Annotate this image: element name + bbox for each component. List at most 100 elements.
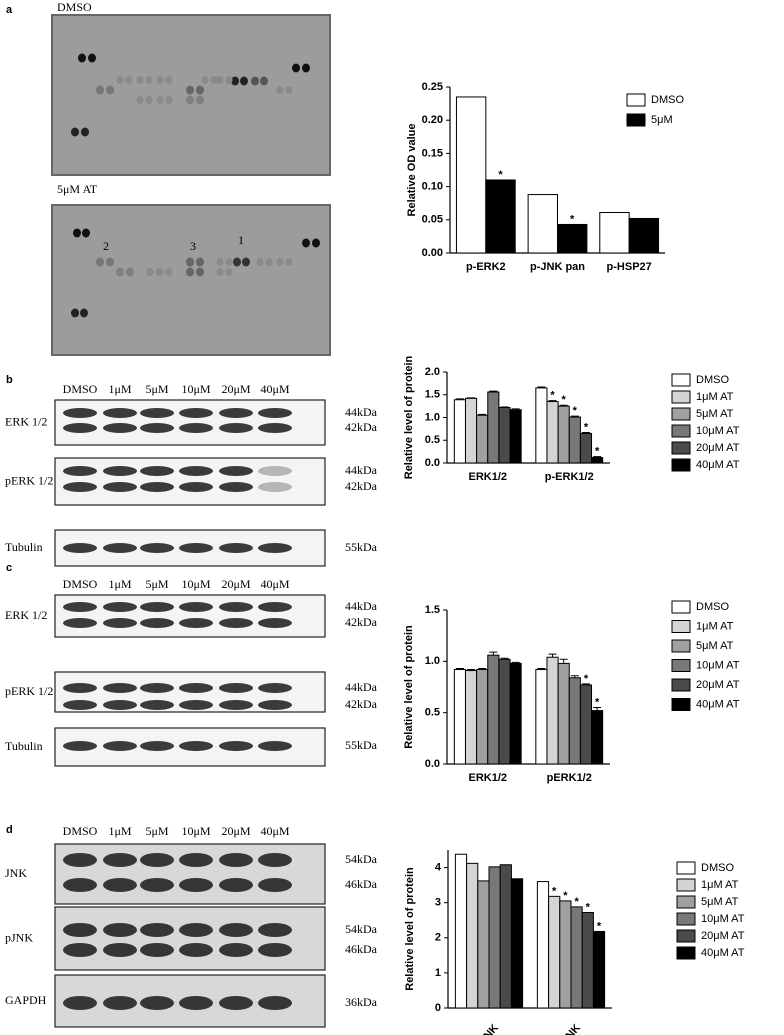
lane-label: DMSO xyxy=(63,824,98,838)
blot-band xyxy=(258,683,292,693)
legend-swatch xyxy=(676,929,696,943)
array-spot xyxy=(292,63,300,73)
array-spot xyxy=(256,258,264,266)
blot-band xyxy=(179,618,213,628)
array-spot xyxy=(116,267,124,277)
blot-membrane xyxy=(54,594,326,638)
error-bar xyxy=(593,707,602,711)
blot-band xyxy=(63,466,97,476)
lane-label: 5μM xyxy=(145,824,168,838)
blot-band xyxy=(103,853,137,867)
blot-band xyxy=(140,466,174,476)
blot-band xyxy=(179,408,213,418)
row-label: ERK 1/2 xyxy=(5,608,47,622)
size-label: 42kDa xyxy=(345,615,378,629)
blot-band xyxy=(63,943,97,957)
array-spot xyxy=(156,76,164,84)
blot-band xyxy=(103,996,137,1010)
blot-band xyxy=(103,482,137,492)
bar xyxy=(464,670,478,765)
blot-band xyxy=(103,700,137,710)
legend-swatch xyxy=(671,373,691,387)
array-spot xyxy=(196,95,204,105)
array-spot xyxy=(96,85,104,95)
legend-label: 40μM AT xyxy=(701,947,745,959)
size-label: 44kDa xyxy=(345,463,378,477)
significance-mark: * xyxy=(573,405,578,417)
blot-band xyxy=(219,602,253,612)
bar xyxy=(581,911,594,1009)
error-bar xyxy=(511,661,520,664)
size-label: 54kDa xyxy=(345,922,378,936)
blot-band xyxy=(140,878,174,892)
blot-band xyxy=(103,543,137,553)
x-tick-label: ERK1/2 xyxy=(468,772,507,784)
row-label: JNK xyxy=(5,866,27,880)
bar xyxy=(509,662,522,765)
y-tick-label: 0.0 xyxy=(425,758,440,770)
y-tick-label: 2 xyxy=(435,932,441,944)
error-bar xyxy=(537,668,546,670)
blot-band xyxy=(179,878,213,892)
array-spot xyxy=(312,238,320,248)
y-tick-label: 2.0 xyxy=(425,366,440,378)
y-tick-label: 0.20 xyxy=(422,114,443,126)
blot-band xyxy=(258,943,292,957)
blot-band xyxy=(103,741,137,751)
array-spot xyxy=(251,76,259,86)
blot-band xyxy=(140,996,174,1010)
bar xyxy=(546,656,559,765)
error-bar xyxy=(537,386,546,388)
bar xyxy=(568,416,581,464)
legend-label: 20μM AT xyxy=(696,442,740,454)
blot-band xyxy=(258,543,292,553)
blot-band xyxy=(103,878,137,892)
array-spot xyxy=(186,267,194,277)
bar xyxy=(535,669,548,765)
array-spot xyxy=(240,76,248,86)
blot-band xyxy=(179,943,213,957)
blot-membrane xyxy=(54,906,326,971)
array-spot xyxy=(265,258,273,266)
array-spot xyxy=(96,257,104,267)
blot-band xyxy=(140,853,174,867)
blot-band xyxy=(258,996,292,1010)
blot-band xyxy=(179,423,213,433)
lane-label: 40μM xyxy=(260,382,289,396)
legend-swatch xyxy=(671,698,691,711)
blot-band xyxy=(140,408,174,418)
blot-band xyxy=(63,543,97,553)
legend-swatch xyxy=(671,390,691,404)
legend-swatch xyxy=(671,458,691,472)
blot-band xyxy=(179,683,213,693)
blot-band xyxy=(219,683,253,693)
array-spot xyxy=(186,257,194,267)
row-label: pERK 1/2 xyxy=(5,473,53,487)
y-tick-label: 0.15 xyxy=(422,147,443,159)
blot-band xyxy=(179,602,213,612)
spot-label: 1 xyxy=(238,233,244,247)
blot-band xyxy=(258,618,292,628)
blot-band xyxy=(179,923,213,937)
bar xyxy=(579,432,593,464)
legend-label: DMSO xyxy=(701,862,734,874)
lane-label: 20μM xyxy=(221,577,250,591)
bar xyxy=(453,399,466,464)
x-tick-label: JNK xyxy=(478,1022,501,1035)
blot-band xyxy=(258,923,292,937)
bar xyxy=(499,864,512,1009)
error-bar xyxy=(581,432,590,434)
legend-label: 10μM AT xyxy=(696,659,740,671)
blot-band xyxy=(140,618,174,628)
blot-band xyxy=(219,700,253,710)
array-spot xyxy=(81,127,89,137)
y-tick-label: 0 xyxy=(435,1002,441,1014)
legend-swatch xyxy=(671,441,691,455)
array-spot xyxy=(196,85,204,95)
size-label: 46kDa xyxy=(345,942,378,956)
blot-band xyxy=(140,700,174,710)
array-spot xyxy=(145,76,153,84)
blot-band xyxy=(103,423,137,433)
error-bar xyxy=(455,668,464,670)
bar xyxy=(527,194,558,254)
